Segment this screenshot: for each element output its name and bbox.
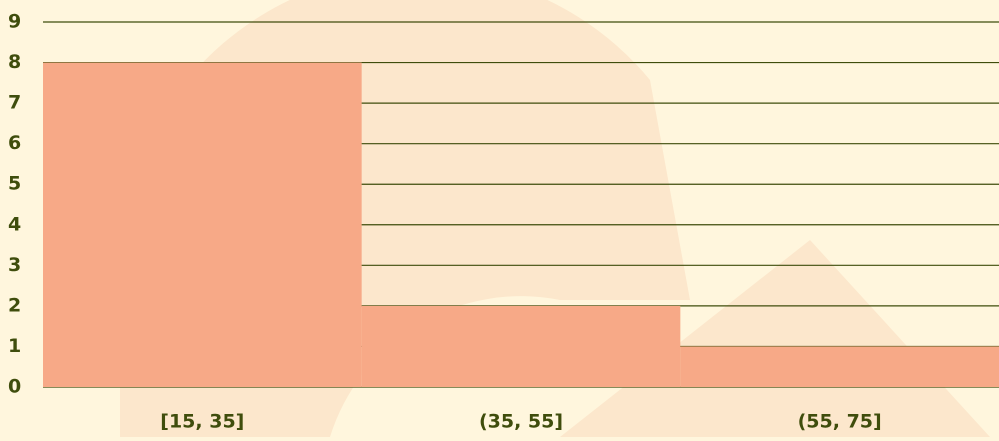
y-tick-label: 6	[8, 132, 21, 154]
y-tick-label: 3	[8, 254, 21, 276]
y-tick-label: 9	[8, 11, 21, 33]
y-tick-label: 2	[8, 294, 21, 316]
x-tick-label: [15, 35]	[160, 411, 244, 433]
bar	[43, 62, 362, 388]
y-tick-label: 8	[8, 51, 21, 73]
watermark-triangle	[560, 240, 990, 437]
y-tick-label: 5	[8, 173, 21, 195]
y-tick-label: 4	[8, 213, 21, 235]
bar	[680, 346, 999, 387]
x-tick-label: (55, 75]	[798, 411, 882, 433]
x-tick-label: (35, 55]	[479, 411, 563, 433]
y-tick-label: 0	[8, 376, 21, 398]
y-tick-label: 7	[8, 92, 21, 114]
bar	[361, 305, 681, 387]
y-tick-label: 1	[8, 335, 21, 357]
